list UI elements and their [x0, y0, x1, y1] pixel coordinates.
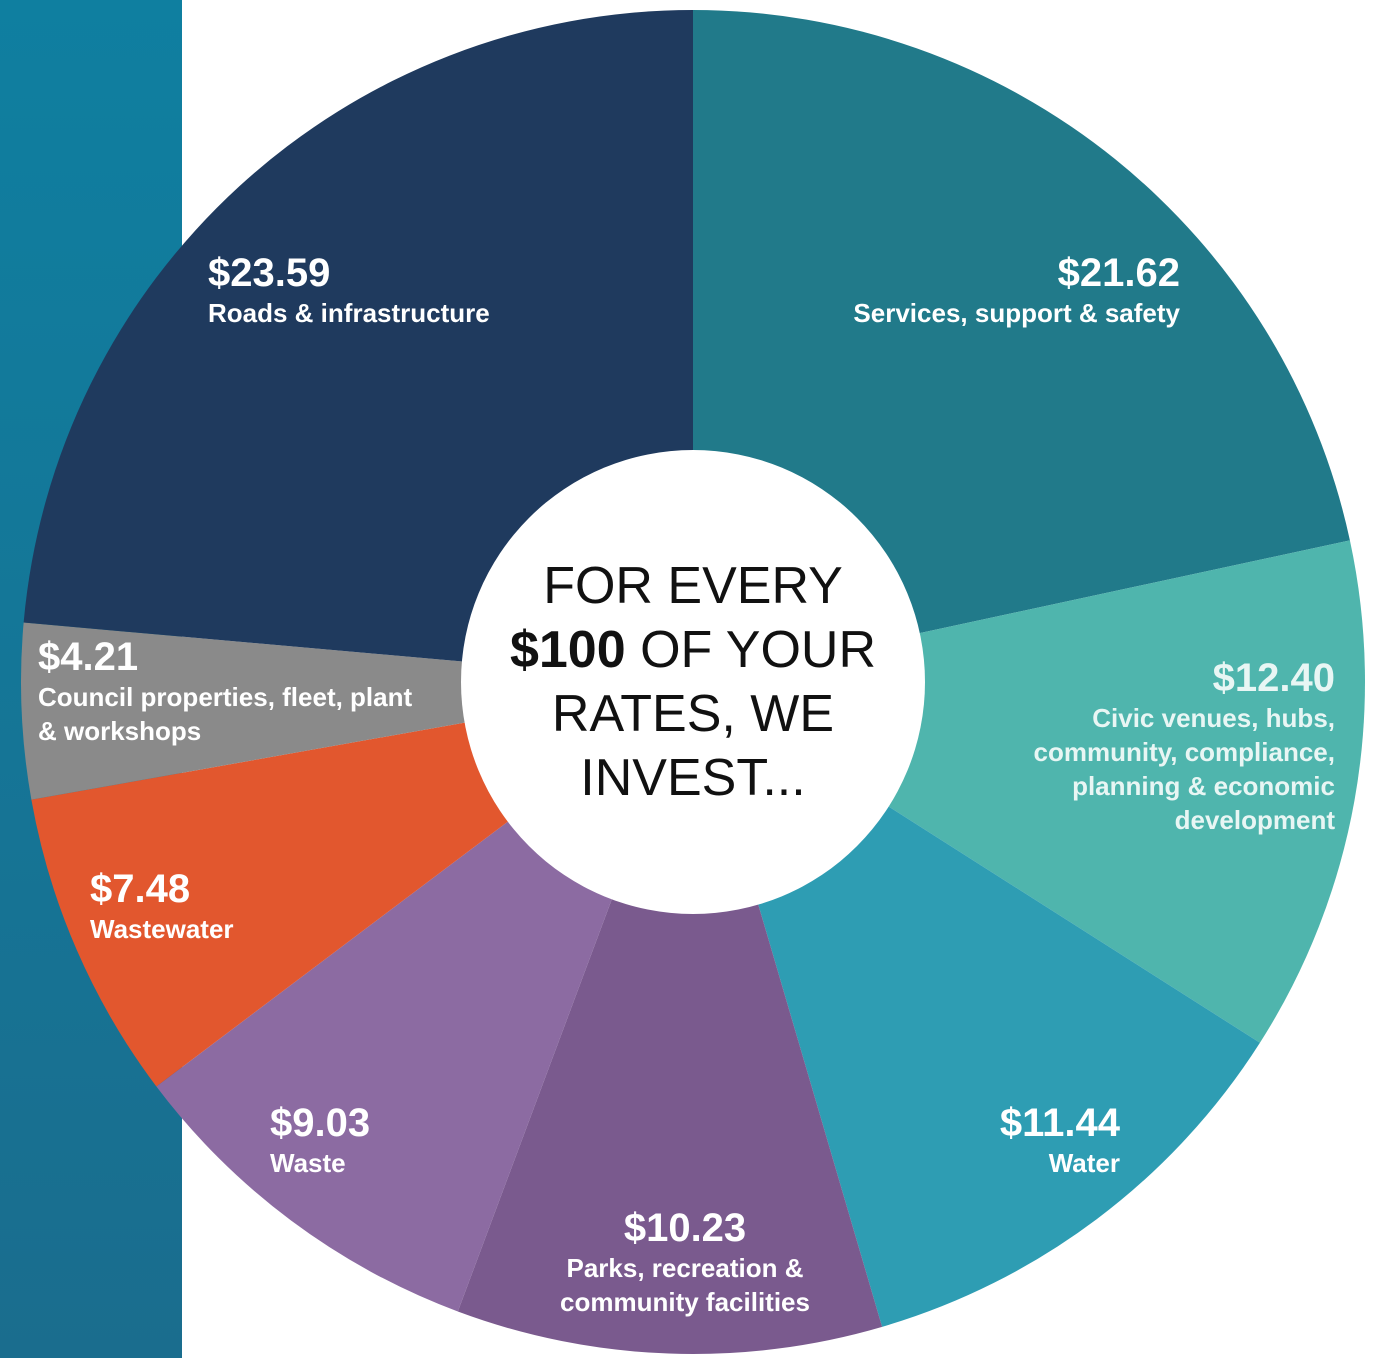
center-text: FOR EVERY $100 OF YOUR RATES, WE INVEST..…	[462, 450, 924, 914]
value-label: $7.48	[90, 867, 191, 911]
category-label: Parks, recreation & community facilities	[560, 1253, 810, 1317]
category-label: Roads & infrastructure	[208, 298, 490, 328]
center-line: OF YOUR RATES, WE INVEST...	[551, 621, 877, 807]
slice-label: $12.40 Civic venues, hubs, community, com…	[960, 655, 1335, 837]
slice-label: $11.44 Water	[800, 1100, 1120, 1180]
center-circle	[461, 450, 925, 914]
center-amount: $100	[509, 621, 626, 679]
value-label: $21.62	[1057, 251, 1180, 295]
slice	[457, 682, 883, 1354]
category-label: Civic venues, hubs, community, complianc…	[1033, 703, 1335, 835]
value-label: $9.03	[270, 1101, 371, 1145]
slice	[693, 10, 1350, 682]
slice-label: $9.03 Waste	[270, 1100, 570, 1180]
value-label: $23.59	[208, 251, 331, 295]
category-label: Council properties, fleet, plant & works…	[38, 682, 413, 746]
value-label: $12.40	[1212, 656, 1335, 700]
value-label: $10.23	[623, 1206, 747, 1250]
slice	[23, 10, 694, 682]
slice-label: $10.23 Parks, recreation & community faci…	[520, 1205, 850, 1319]
category-label: Water	[1048, 1148, 1120, 1178]
category-label: Waste	[270, 1148, 346, 1178]
slice-label: $21.62 Services, support & safety	[780, 250, 1180, 330]
category-label: Wastewater	[90, 914, 234, 944]
category-label: Services, support & safety	[853, 298, 1180, 328]
slice-label: $23.59 Roads & infrastructure	[208, 250, 628, 330]
center-text-block: FOR EVERY $100 OF YOUR RATES, WE INVEST..…	[462, 554, 924, 810]
slice-label: $4.21 Council properties, fleet, plant & …	[38, 634, 428, 748]
value-label: $11.44	[999, 1101, 1120, 1145]
value-label: $4.21	[38, 635, 139, 679]
center-line: FOR EVERY	[543, 557, 843, 615]
slice-label: $7.48 Wastewater	[90, 866, 390, 946]
slice	[21, 622, 694, 800]
